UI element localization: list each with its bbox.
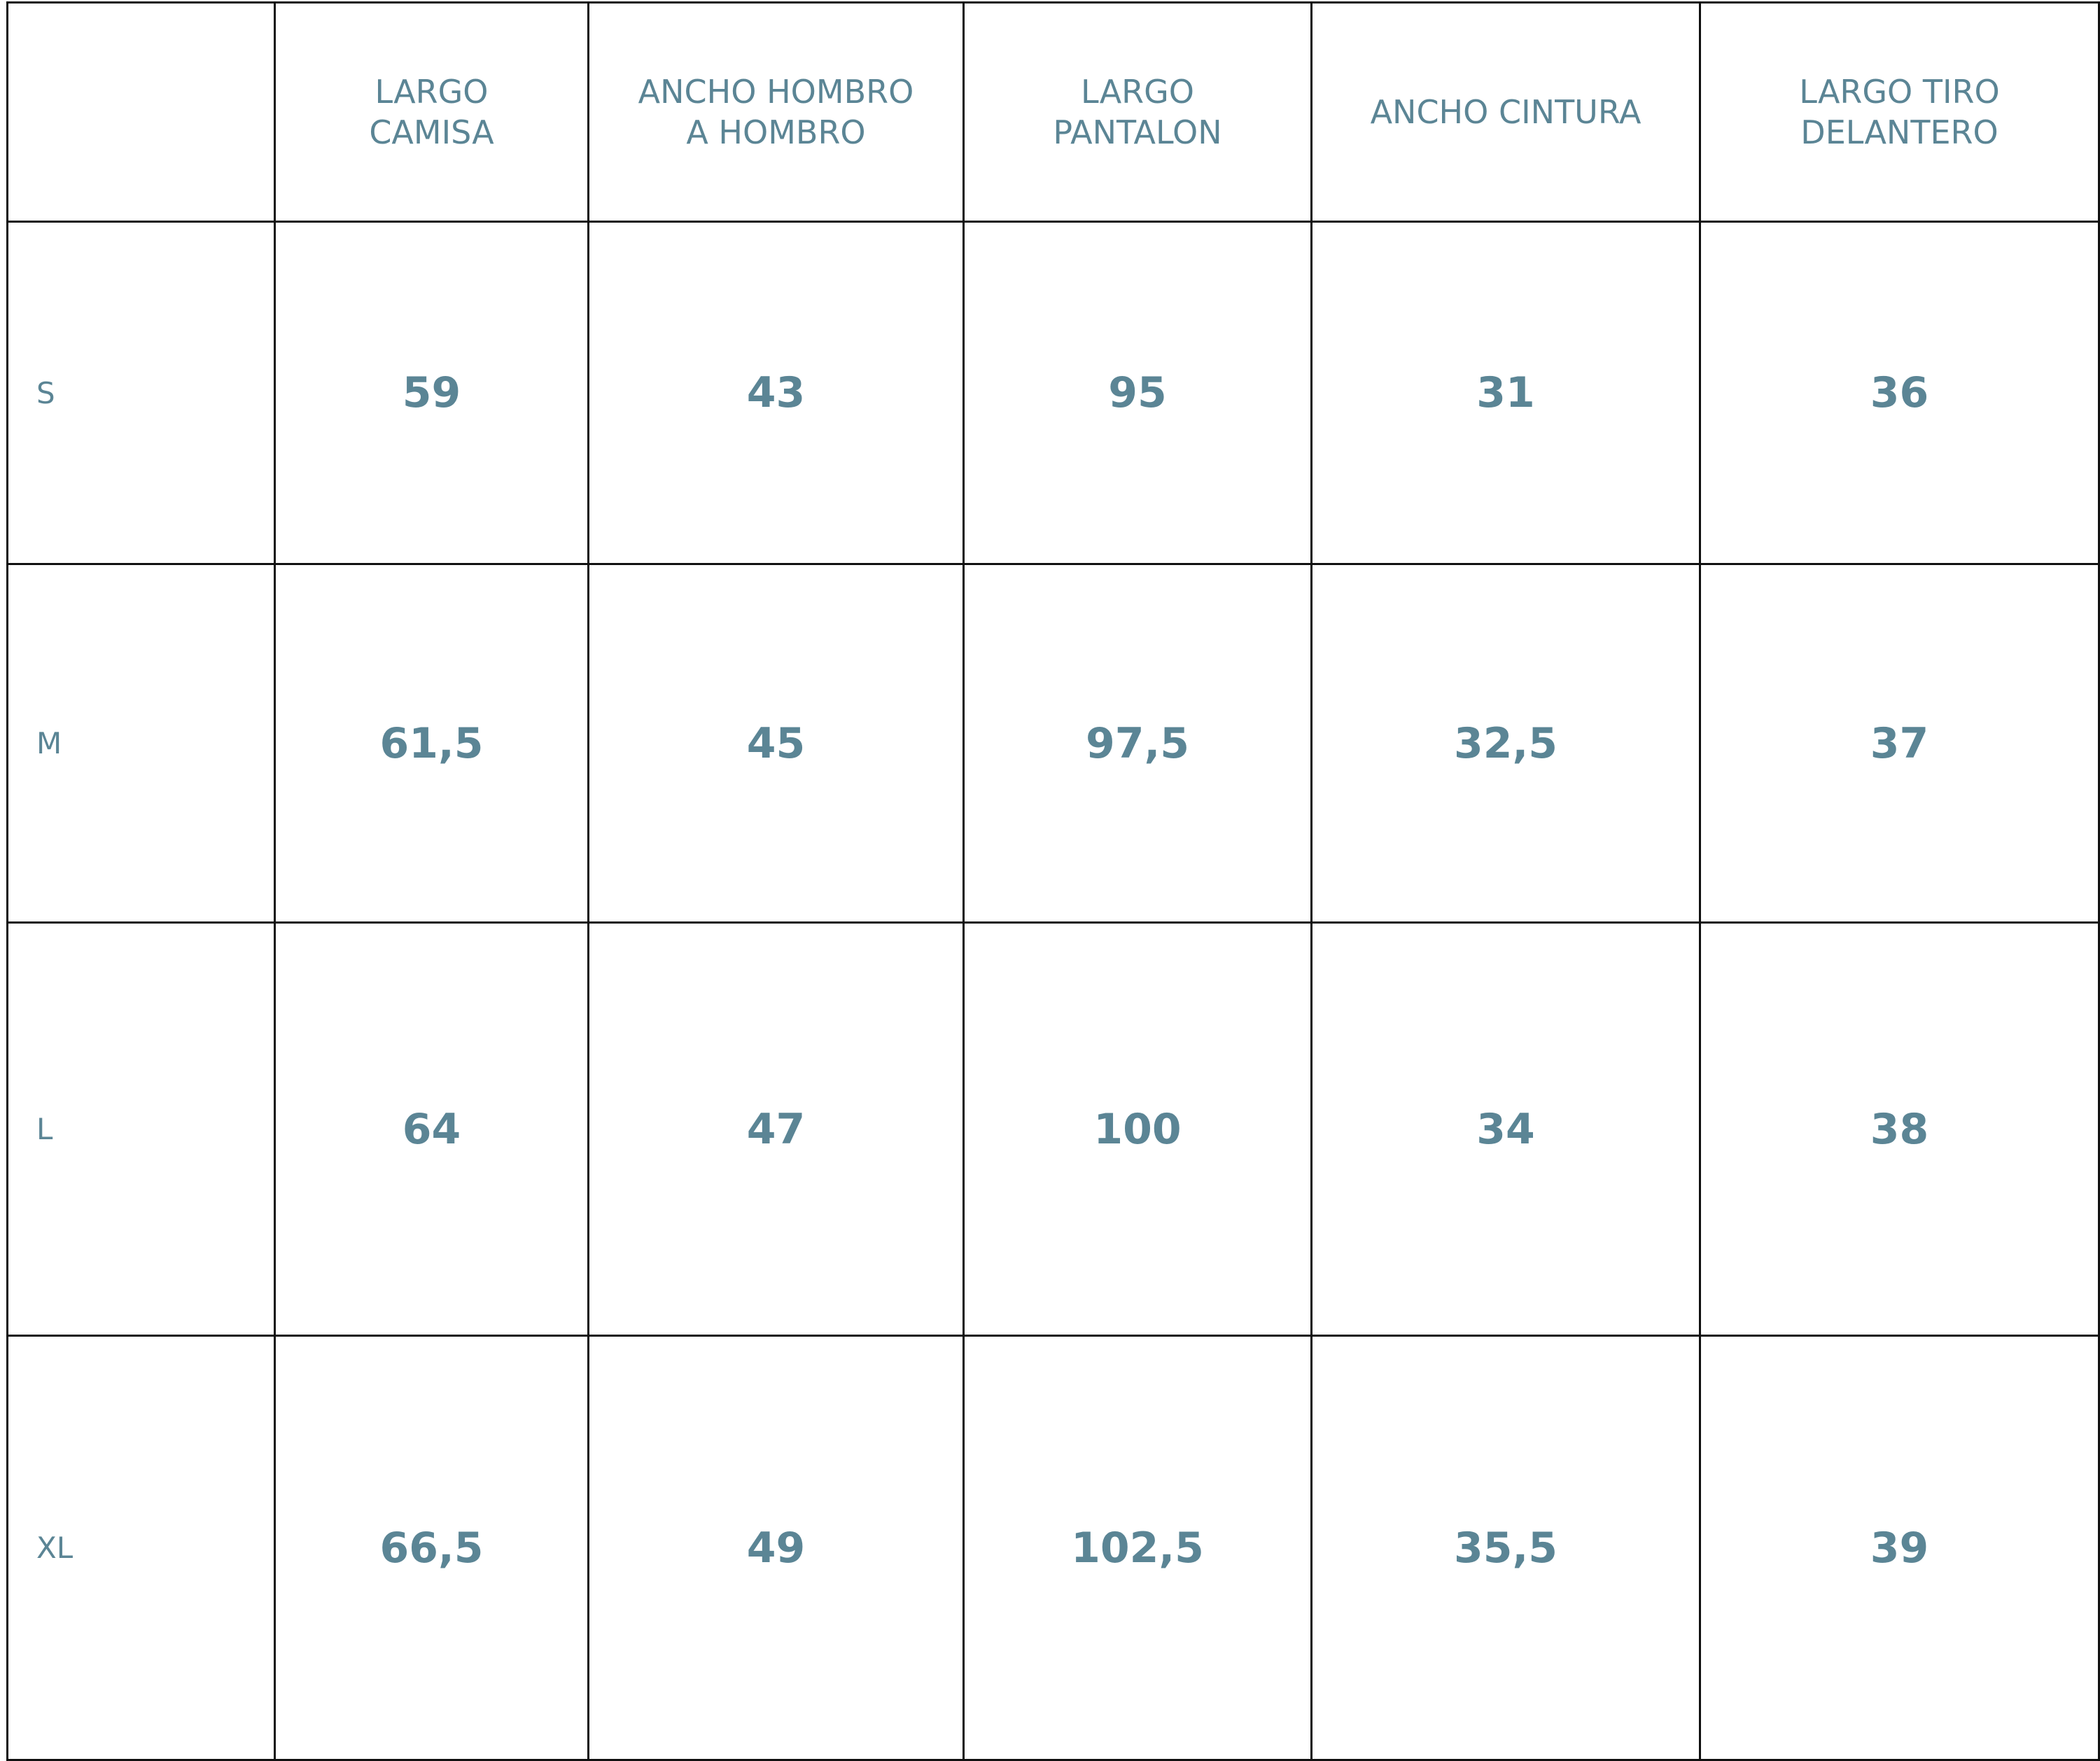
header-ancho-cintura: ANCHO CINTURA [1310,1,1701,223]
table-row: XL 66,5 49 102,5 35,5 39 [6,1335,2100,1761]
header-ancho-hombro: ANCHO HOMBRO A HOMBRO [587,1,965,223]
size-label: L [6,921,276,1337]
cell-value: 32,5 [1310,563,1701,924]
cell-value: 64 [274,921,589,1337]
size-chart-table: LARGO CAMISA ANCHO HOMBRO A HOMBRO LARGO… [6,1,2100,1761]
cell-value: 36 [1699,221,2100,565]
size-label: M [6,563,276,924]
cell-value: 34 [1310,921,1701,1337]
table-row: M 61,5 45 97,5 32,5 37 [6,563,2100,924]
header-label: LARGO TIRO DELANTERO [1799,73,2000,151]
cell-value: 31 [1310,221,1701,565]
header-empty-cell [6,1,276,223]
header-row: LARGO CAMISA ANCHO HOMBRO A HOMBRO LARGO… [6,1,2100,223]
table-row: S 59 43 95 31 36 [6,221,2100,565]
header-label: LARGO PANTALON [1053,73,1222,151]
cell-value: 38 [1699,921,2100,1337]
header-label: ANCHO CINTURA [1370,93,1642,131]
cell-value: 39 [1699,1335,2100,1761]
cell-value: 66,5 [274,1335,589,1761]
cell-value: 59 [274,221,589,565]
cell-value: 47 [587,921,965,1337]
cell-value: 49 [587,1335,965,1761]
cell-value: 45 [587,563,965,924]
header-largo-tiro: LARGO TIRO DELANTERO [1699,1,2100,223]
cell-value: 97,5 [962,563,1312,924]
size-label: S [6,221,276,565]
header-label: LARGO CAMISA [369,73,494,151]
size-label: XL [6,1335,276,1761]
table-row: L 64 47 100 34 38 [6,921,2100,1337]
cell-value: 100 [962,921,1312,1337]
cell-value: 43 [587,221,965,565]
cell-value: 61,5 [274,563,589,924]
cell-value: 35,5 [1310,1335,1701,1761]
cell-value: 95 [962,221,1312,565]
cell-value: 102,5 [962,1335,1312,1761]
header-largo-pantalon: LARGO PANTALON [962,1,1312,223]
header-label: ANCHO HOMBRO A HOMBRO [638,73,914,151]
header-largo-camisa: LARGO CAMISA [274,1,589,223]
cell-value: 37 [1699,563,2100,924]
